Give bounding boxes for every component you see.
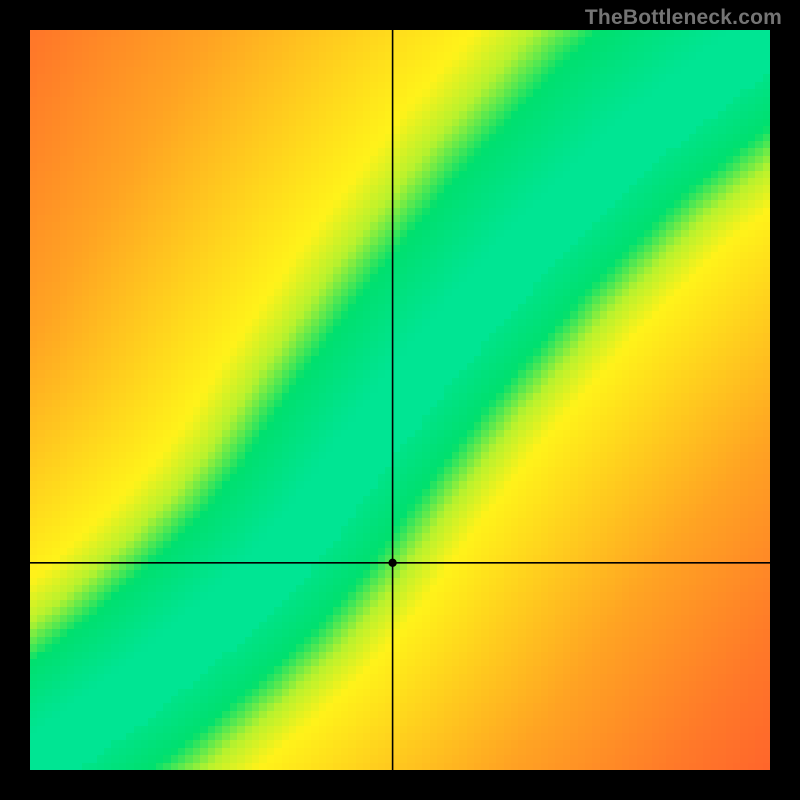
chart-frame: { "watermark": { "text": "TheBottleneck.…	[0, 0, 800, 800]
bottleneck-heatmap	[30, 30, 770, 770]
watermark-text: TheBottleneck.com	[585, 6, 782, 30]
